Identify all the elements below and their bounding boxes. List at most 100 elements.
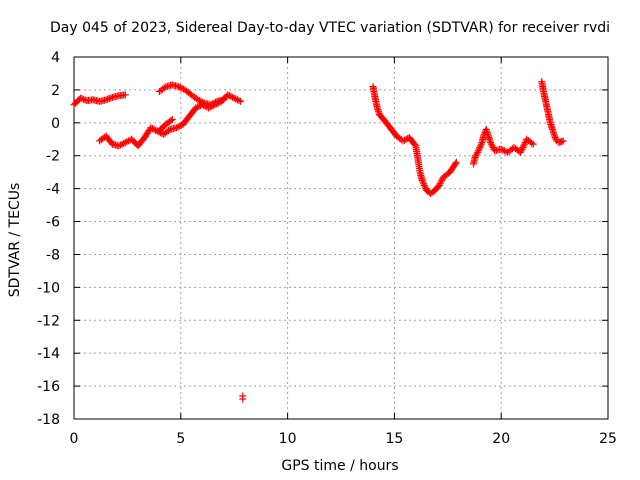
- x-tick-label: 0: [70, 431, 79, 447]
- data-point: [436, 180, 444, 188]
- data-point: [420, 181, 428, 189]
- data-point: [232, 95, 240, 103]
- data-point: [520, 140, 528, 148]
- data-point: [165, 127, 173, 135]
- data-point: [224, 91, 232, 99]
- data-point: [208, 100, 216, 108]
- y-tick-label: -10: [37, 280, 60, 296]
- data-point: [516, 148, 524, 156]
- x-tick-label: 15: [385, 431, 403, 447]
- data-point: [519, 144, 527, 151]
- data-point: [178, 84, 186, 92]
- data-point: [121, 139, 129, 147]
- data-point: [497, 145, 505, 153]
- data-point: [176, 122, 184, 130]
- data-point: [233, 96, 241, 104]
- data-point: [150, 125, 158, 133]
- data-point: [559, 137, 567, 145]
- data-point: [107, 94, 115, 102]
- x-tick-label: 25: [599, 431, 617, 447]
- data-point: [420, 180, 428, 188]
- data-point: [148, 125, 156, 133]
- y-tick-label: -4: [46, 182, 60, 198]
- data-point: [499, 146, 507, 154]
- data-point: [451, 160, 459, 168]
- data-point: [225, 92, 233, 100]
- data-point: [120, 139, 128, 147]
- data-point: [229, 93, 237, 101]
- data-point: [118, 140, 126, 148]
- data-point: [115, 142, 123, 150]
- data-point: [517, 147, 525, 155]
- data-point: [529, 140, 537, 148]
- data-point: [474, 147, 482, 155]
- data-point: [173, 124, 181, 132]
- data-point: [551, 134, 559, 142]
- data-point: [399, 137, 407, 145]
- data-point: [487, 139, 495, 147]
- data-point: [421, 183, 429, 191]
- data-point: [76, 94, 84, 102]
- x-axis: 0 5 10 15 20 25: [70, 57, 617, 447]
- chart-title: Day 045 of 2023, Sidereal Day-to-day VTE…: [50, 20, 610, 36]
- data-point: [488, 142, 496, 150]
- data-point: [197, 97, 205, 105]
- data-point: [160, 84, 168, 92]
- data-point: [176, 83, 184, 91]
- y-tick-label: -16: [37, 379, 60, 395]
- data-point: [104, 95, 112, 103]
- x-tick-label: 10: [279, 431, 297, 447]
- x-tick-label: 20: [492, 431, 510, 447]
- y-tick-label: -12: [37, 313, 60, 329]
- data-point: [452, 158, 460, 166]
- y-tick-label: 4: [51, 50, 60, 66]
- data-point: [212, 98, 220, 106]
- x-tick-label: 5: [176, 431, 185, 447]
- data-point: [167, 117, 175, 125]
- data-point: [210, 99, 218, 107]
- data-point: [411, 140, 419, 148]
- y-tick-label: -14: [37, 346, 60, 362]
- data-point: [551, 132, 559, 140]
- data-point: [487, 140, 495, 148]
- y-tick-label: -18: [37, 412, 60, 428]
- y-axis-label: SDTVAR / TECUs: [7, 183, 23, 298]
- y-axis: 4 2 0 -2 -4 -6 -8 -10 -12 -14 -16 -18: [37, 50, 608, 428]
- data-point: [147, 124, 155, 132]
- data-point: [195, 97, 203, 105]
- data-point: [401, 136, 409, 144]
- data-point: [80, 95, 88, 103]
- data-point: [476, 144, 484, 151]
- data-point: [239, 395, 247, 403]
- data-point: [116, 141, 124, 149]
- data-point: [474, 148, 482, 156]
- data-point: [227, 92, 235, 100]
- grid: [74, 57, 608, 419]
- data-point: [199, 98, 207, 106]
- data-point: [477, 140, 485, 148]
- data-point: [230, 94, 238, 102]
- data-point: [438, 176, 446, 184]
- data-point: [193, 103, 201, 111]
- data-point: [123, 138, 131, 146]
- y-tick-label: -2: [46, 149, 60, 165]
- data-point: [419, 178, 427, 186]
- y-tick-label: 0: [51, 116, 60, 132]
- data-point: [105, 95, 113, 103]
- data-point: [235, 97, 243, 105]
- data-point: [207, 101, 215, 109]
- data-point: [78, 95, 86, 103]
- y-tick-label: -6: [46, 215, 60, 231]
- y-tick-label: -8: [46, 247, 60, 263]
- data-point: [192, 104, 200, 112]
- data-point: [168, 116, 176, 124]
- data-point: [175, 83, 183, 91]
- data-point: [475, 145, 483, 153]
- data-point: [102, 96, 110, 104]
- data-point: [237, 97, 245, 105]
- plot-frame: [73, 56, 609, 420]
- data-point: [520, 142, 528, 150]
- data-point: [477, 142, 485, 150]
- data-points: [70, 78, 567, 403]
